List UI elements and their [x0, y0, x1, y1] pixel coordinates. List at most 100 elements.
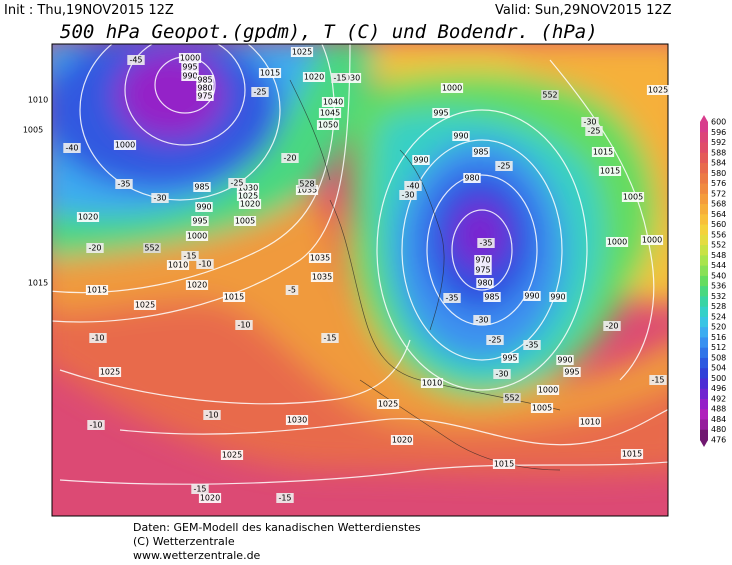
pressure-label-box	[302, 72, 326, 82]
pressure-label-box	[195, 202, 213, 212]
pressure-label-box	[76, 212, 100, 222]
colorbar-level: 544	[711, 261, 726, 270]
map-frame	[51, 43, 669, 517]
height-label: 528	[299, 180, 314, 189]
pressure-label-box	[222, 292, 246, 302]
pressure-label: 980	[464, 174, 479, 183]
temperature-label-box	[196, 259, 214, 269]
pressure-label: 995	[182, 63, 197, 72]
temperature-label-box	[228, 178, 246, 188]
pressure-label: 1025	[648, 86, 668, 95]
pressure-label-box	[432, 108, 450, 118]
pressure-label: 995	[433, 109, 448, 118]
pressure-label: 990	[557, 356, 572, 365]
colorbar-swatch	[700, 163, 708, 174]
pressure-label-box	[191, 216, 209, 226]
colorbar-level: 504	[711, 364, 726, 373]
pressure-label-box	[646, 85, 670, 95]
pressure-label: 1035	[312, 273, 332, 282]
temperature-label-box	[486, 335, 504, 345]
pressure-label-box	[185, 280, 209, 290]
pressure-label: 1020	[78, 213, 98, 222]
colorbar-level: 548	[711, 251, 726, 260]
pressure-label: 985	[194, 183, 209, 192]
pressure-label-box	[193, 182, 211, 192]
temperature-label-box	[89, 333, 107, 343]
pressure-label: 1010	[580, 418, 600, 427]
pressure-label-box	[530, 403, 554, 413]
colorbar-level: 512	[711, 343, 726, 352]
pressure-label-box	[321, 97, 345, 107]
temperature-label: -25	[587, 127, 600, 136]
colorbar-swatch	[700, 214, 708, 226]
colorbar-top-arrow	[700, 115, 708, 122]
valid-time: Valid: Sun,29NOV2015 12Z	[495, 3, 672, 18]
colorbar-level: 484	[711, 415, 726, 424]
temperature-label-box	[603, 321, 621, 331]
colorbar-swatch	[700, 204, 708, 215]
pressure-label-box	[452, 131, 470, 141]
temperature-label-box	[321, 333, 339, 343]
temperature-label-box	[477, 238, 495, 248]
height-label-box	[541, 90, 559, 100]
temperature-label: -25	[488, 336, 501, 345]
colorbar-swatch	[700, 265, 708, 277]
pressure-label: 1015	[622, 450, 642, 459]
pressure-label-box	[640, 235, 664, 245]
colorbar-level: 592	[711, 138, 726, 147]
temperature-label: -25	[497, 162, 510, 171]
colorbar-swatch	[700, 316, 708, 328]
pressure-label: 1025	[238, 192, 258, 201]
colorbar-swatch	[700, 245, 708, 256]
temperature-label-box	[585, 126, 603, 136]
colorbar-swatch	[700, 234, 708, 246]
init-time: Init : Thu,19NOV2015 12Z	[4, 3, 174, 18]
pressure-label-box	[178, 53, 202, 63]
website: www.wetterzentrale.de	[133, 549, 261, 562]
pressure-label-box	[390, 435, 414, 445]
temperature-label: -35	[479, 239, 492, 248]
temperature-label-box	[87, 420, 105, 430]
pressure-label: 1010	[422, 379, 442, 388]
pressure-label: 1005	[23, 126, 43, 135]
pressure-label-box	[598, 166, 622, 176]
height-label-box	[143, 243, 161, 253]
colorbar-swatch	[700, 152, 708, 164]
temperature-label: -30	[583, 118, 596, 127]
colorbar-swatch	[700, 429, 708, 441]
pressure-label: 975	[197, 92, 212, 101]
copyright: (C) Wetterzentrale	[133, 535, 235, 548]
colorbar-level: 600	[711, 118, 726, 127]
pressure-label: 1015	[260, 69, 280, 78]
pressure-label-box	[26, 278, 50, 288]
temperature-label: -20	[283, 154, 296, 163]
pressure-label: 1020	[187, 281, 207, 290]
colorbar-swatch	[700, 419, 708, 431]
pressure-label-box	[420, 378, 444, 388]
temperature-label: -40	[65, 144, 78, 153]
temperature-label: -35	[445, 294, 458, 303]
pressure-label: 1025	[135, 301, 155, 310]
temperature-label: -30	[153, 194, 166, 203]
pressure-label: 1015	[593, 148, 613, 157]
colorbar-swatch	[700, 398, 708, 410]
temperature-label-box	[331, 73, 349, 83]
colorbar-level: 516	[711, 333, 726, 342]
temperature-label: -30	[401, 191, 414, 200]
temperature-label-box	[523, 340, 541, 350]
colorbar-level: 508	[711, 353, 726, 362]
colorbar-swatch	[700, 296, 708, 308]
pressure-label: 1035	[310, 254, 330, 263]
pressure-label: 1000	[115, 141, 135, 150]
pressure-label-box	[376, 399, 400, 409]
colorbar-level: 492	[711, 394, 726, 403]
pressure-label: 980	[197, 84, 212, 93]
pressure-label-box	[620, 449, 644, 459]
temperature-label: -40	[406, 182, 419, 191]
pressure-label-box	[220, 450, 244, 460]
data-source: Daten: GEM-Modell des kanadischen Wetter…	[133, 521, 421, 534]
colorbar-swatch	[700, 122, 708, 133]
pressure-label-box	[310, 272, 334, 282]
temperature-label-box	[404, 181, 422, 191]
